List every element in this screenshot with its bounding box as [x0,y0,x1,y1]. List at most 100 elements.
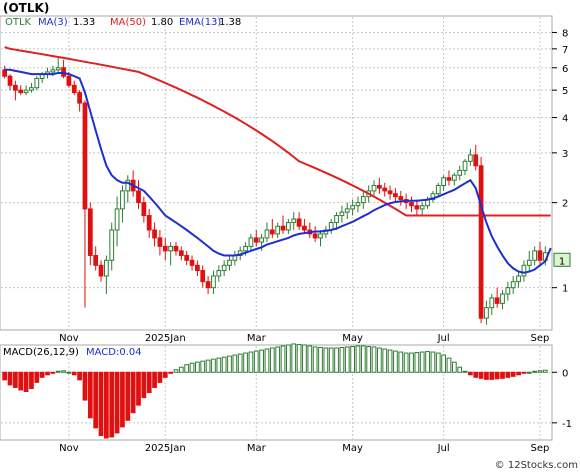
macd-bar [516,371,521,376]
candle-body [157,237,163,247]
macd-bar [328,347,334,373]
macd-bar [414,352,420,373]
candle [280,215,286,234]
candle-body [7,75,13,86]
macd-bar [489,371,495,380]
macd-bar [457,366,463,373]
macd-bar [109,371,115,438]
price-grid [1,17,551,329]
candle-body [18,89,24,94]
macd-tick-label: 0 [562,368,568,379]
macd-value: MACD:0.04 [86,347,142,358]
candle [291,212,297,230]
candle [189,255,195,271]
macd-bar [468,371,473,376]
candle [98,260,104,282]
candle-body [280,225,286,231]
candle-body [55,67,61,71]
price-tick-label: 2 [562,199,568,210]
candle-body [473,154,479,167]
macd-bar [232,354,238,373]
candle-body [334,215,339,224]
candle-body [339,211,345,217]
macd-bar [360,345,366,373]
candle-body [269,229,275,235]
candle-body [178,250,184,256]
candle [61,59,66,79]
candle [344,202,350,219]
candle-body [441,177,446,186]
macd-bar [366,345,372,373]
macd-bar [152,371,157,388]
last-price-tag: 1 [553,252,571,267]
candle [227,255,232,271]
candle-body [114,208,120,231]
macd-grid [1,346,551,439]
candle-body [360,196,366,204]
candle-body [162,245,168,252]
macd-date-tick-label: Jul [437,443,450,454]
candle [286,218,291,234]
price-axis-labels: 8 7 6 5 4 3 2 1 [552,28,568,295]
candle-body [526,259,532,266]
candle [355,196,361,213]
candle [387,185,393,200]
macd-bar [269,347,275,373]
macd-date-tick-label: Nov [59,443,79,454]
macd-bar [339,347,345,373]
macd-bar [211,358,216,373]
candle-body [205,281,211,289]
candle-body [200,270,206,283]
macd-bar [425,351,430,373]
candle [125,175,131,203]
candle-body [462,160,468,171]
candle-body [430,193,436,201]
macd-bar [473,371,479,378]
candle-body [259,237,264,243]
candle-body [344,208,350,213]
candle [120,185,125,223]
macd-bar [189,362,195,373]
candle [516,270,521,288]
candle-body [468,154,473,162]
candle [275,222,281,238]
candle [360,190,366,209]
macd-bar [98,371,104,436]
candle-body [136,190,141,204]
macd-bar [13,371,18,388]
macd-bar [114,371,120,434]
candle-body [23,89,29,94]
macd-bar [537,370,543,373]
macd-bar [7,371,13,386]
candle-body [532,250,537,261]
candle-body [211,275,216,289]
candle-body [371,184,377,192]
date-tick-label: Nov [59,333,79,344]
macd-bar [355,345,361,373]
macd-axis-labels: 0 -1 [552,368,572,430]
candle-body [87,208,93,256]
last-price-label: 1 [559,256,565,267]
macd-bar [136,371,141,406]
candle-body [302,225,307,231]
macd-bar [430,351,436,373]
candle-body [61,67,66,77]
candle-body [34,77,40,89]
candle-body [216,270,222,277]
candle-body [195,264,200,272]
macd-bar [227,355,232,373]
candle-body [189,259,195,266]
candle-body [243,245,248,252]
macd-tick-label: -1 [562,419,572,430]
macd-bar [259,349,264,373]
price-tick-label: 3 [562,149,568,160]
macd-bar [50,371,56,374]
candle [205,275,211,294]
macd-bar [494,371,500,380]
macd-bar [264,348,270,373]
candle-body [494,297,500,304]
candle-body [141,202,147,217]
candle [178,246,184,261]
macd-bar [178,366,184,373]
macd-bar [446,357,452,373]
